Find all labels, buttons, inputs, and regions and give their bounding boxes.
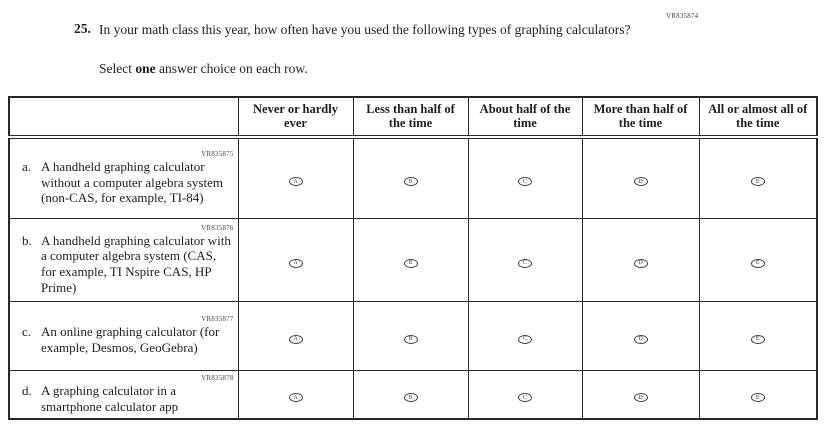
row-text-d: A graphing calculator in a smartphone ca…: [41, 382, 179, 414]
question-number: 25.: [74, 21, 91, 36]
corner-header-cell: [8, 96, 239, 139]
table-row-a: VR835875 a. A handheld graphing calculat…: [8, 136, 818, 220]
option-bubble-d-less[interactable]: B: [403, 393, 418, 402]
option-bubble-a-about[interactable]: C: [518, 177, 532, 186]
row-label-cell-b: VR835876 b. A handheld graphing calculat…: [8, 218, 239, 303]
cell-b-all: E: [698, 218, 818, 303]
row-label-cell-a: VR835875 a. A handheld graphing calculat…: [8, 136, 239, 220]
question-text: In your math class this year, how often …: [99, 22, 631, 37]
option-bubble-b-about[interactable]: C: [518, 258, 532, 268]
cell-d-never: A: [237, 370, 354, 420]
option-bubble-a-all[interactable]: E: [750, 177, 765, 186]
cell-a-less: B: [352, 136, 469, 220]
row-item-d: d. A graphing calculator in a smartphone…: [22, 383, 234, 415]
cell-c-about: C: [467, 301, 583, 372]
cell-a-all: E: [698, 136, 818, 220]
cell-b-about: C: [467, 218, 583, 303]
option-bubble-b-more[interactable]: D: [633, 258, 648, 268]
column-header-less-than-half: Less than half of the time: [352, 96, 469, 139]
row-code-b: VR835876: [201, 223, 234, 232]
option-bubble-d-more[interactable]: D: [633, 393, 648, 402]
cell-a-about: C: [467, 136, 583, 220]
row-item-a: a. A handheld graphing calculator withou…: [22, 159, 234, 207]
row-letter-a: a.: [22, 158, 32, 174]
option-bubble-c-never[interactable]: A: [288, 334, 303, 344]
row-item-c: c. An online graphing calculator (for ex…: [22, 324, 234, 356]
row-code-c: VR835877: [201, 315, 234, 324]
column-header-all: All or almost all of the time: [698, 96, 818, 139]
row-code-d: VR835878: [201, 373, 234, 382]
option-bubble-c-about[interactable]: C: [518, 334, 532, 344]
option-bubble-b-all[interactable]: E: [750, 258, 765, 268]
cell-c-all: E: [698, 301, 818, 372]
option-bubble-a-never[interactable]: A: [288, 177, 303, 186]
row-letter-d: d.: [22, 382, 32, 398]
cell-c-never: A: [237, 301, 354, 372]
option-bubble-b-less[interactable]: B: [403, 258, 418, 268]
option-bubble-a-less[interactable]: B: [403, 177, 418, 186]
column-header-more-than-half: More than half of the time: [581, 96, 700, 139]
row-text-b: A handheld graphing calculator with a co…: [41, 232, 231, 296]
cell-d-less: B: [352, 370, 469, 420]
row-label-cell-c: VR835877 c. An online graphing calculato…: [8, 301, 239, 372]
cell-d-about: C: [467, 370, 583, 420]
cell-b-never: A: [237, 218, 354, 303]
cell-d-more: D: [581, 370, 700, 420]
cell-d-all: E: [698, 370, 818, 420]
option-bubble-d-never[interactable]: A: [288, 393, 303, 402]
cell-a-more: D: [581, 136, 700, 220]
cell-a-never: A: [237, 136, 354, 220]
table-row-b: VR835876 b. A handheld graphing calculat…: [8, 218, 818, 303]
option-bubble-a-more[interactable]: D: [633, 177, 648, 186]
row-letter-b: b.: [22, 232, 32, 248]
cell-b-more: D: [581, 218, 700, 303]
cell-c-more: D: [581, 301, 700, 372]
row-item-b: b. A handheld graphing calculator with a…: [22, 233, 234, 296]
row-label-cell-d: VR835878 d. A graphing calculator in a s…: [8, 370, 239, 420]
table-row-d: VR835878 d. A graphing calculator in a s…: [8, 370, 818, 420]
option-bubble-b-never[interactable]: A: [288, 258, 303, 268]
column-header-about-half: About half of the time: [467, 96, 583, 139]
row-code-a: VR835875: [201, 149, 234, 158]
column-header-never: Never or hardly ever: [237, 96, 354, 139]
option-bubble-d-about[interactable]: C: [518, 393, 532, 402]
form-code: VR835874: [666, 12, 699, 20]
table-row-c: VR835877 c. An online graphing calculato…: [8, 301, 818, 372]
header-row: Never or hardly ever Less than half of t…: [8, 96, 818, 139]
instruction-suffix: answer choice on each row.: [155, 61, 308, 76]
instruction-prefix: Select: [99, 61, 136, 76]
option-bubble-c-all[interactable]: E: [750, 334, 765, 344]
answer-matrix-table: Never or hardly ever Less than half of t…: [8, 96, 818, 420]
option-bubble-d-all[interactable]: E: [750, 393, 765, 402]
row-letter-c: c.: [22, 324, 32, 340]
row-text-a: A handheld graphing calculator without a…: [41, 158, 223, 206]
option-bubble-c-more[interactable]: D: [633, 334, 648, 344]
option-bubble-c-less[interactable]: B: [403, 334, 418, 344]
cell-c-less: B: [352, 301, 469, 372]
instruction-bold: one: [135, 61, 156, 76]
cell-b-less: B: [352, 218, 469, 303]
row-text-c: An online graphing calculator (for examp…: [41, 324, 220, 356]
instruction-text: Select one answer choice on each row.: [99, 61, 308, 77]
